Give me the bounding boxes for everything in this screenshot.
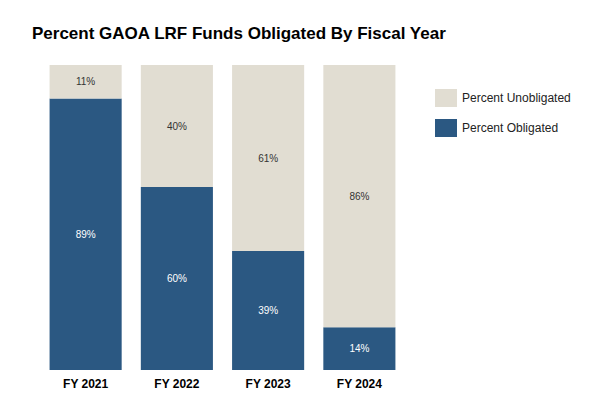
svg-text:Percent Obligated: Percent Obligated <box>462 121 558 135</box>
svg-text:40%: 40% <box>167 121 187 132</box>
svg-text:39%: 39% <box>258 305 278 316</box>
svg-text:Percent GAOA LRF Funds Obligat: Percent GAOA LRF Funds Obligated By Fisc… <box>32 24 446 43</box>
svg-text:61%: 61% <box>258 153 278 164</box>
svg-text:FY 2023: FY 2023 <box>246 377 291 391</box>
svg-text:11%: 11% <box>76 76 95 87</box>
svg-text:60%: 60% <box>167 273 187 284</box>
svg-text:89%: 89% <box>76 229 96 240</box>
svg-text:14%: 14% <box>349 343 369 354</box>
svg-text:FY 2024: FY 2024 <box>337 377 382 391</box>
svg-text:86%: 86% <box>349 191 369 202</box>
svg-text:FY 2022: FY 2022 <box>154 377 199 391</box>
svg-text:FY 2021: FY 2021 <box>63 377 108 391</box>
svg-text:Percent Unobligated: Percent Unobligated <box>462 91 571 105</box>
